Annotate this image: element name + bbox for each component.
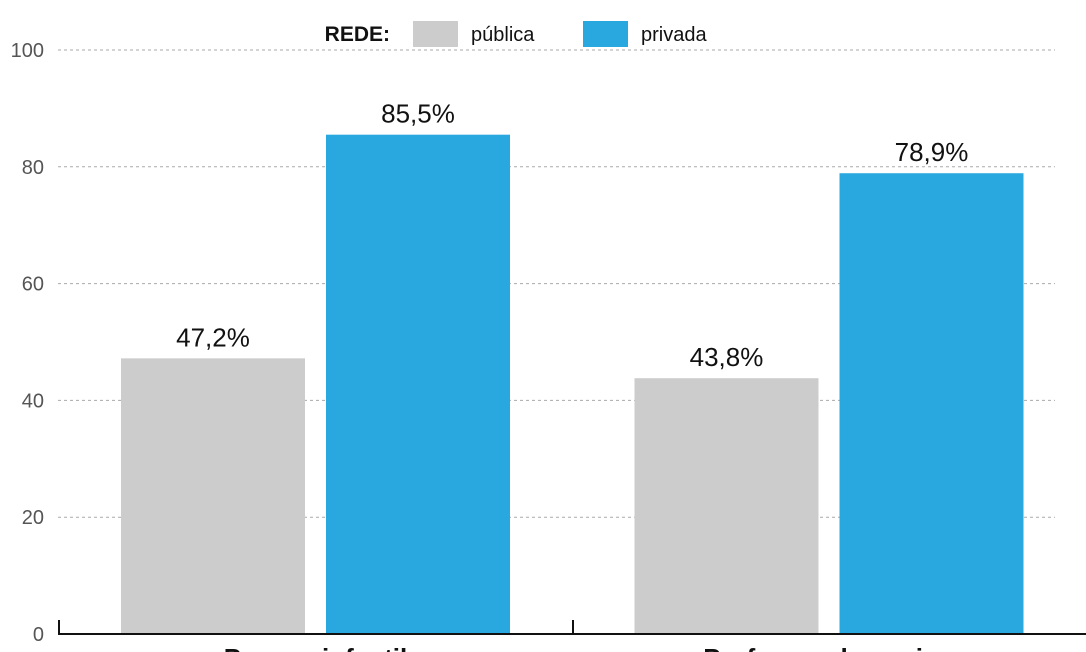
- y-tick-label-60: 60: [22, 274, 44, 296]
- legend-title: REDE:: [325, 23, 390, 46]
- legend-label-privada: privada: [641, 24, 707, 46]
- legend: REDE: pública privada: [325, 21, 707, 47]
- data-label-privada-2: 78,9%: [895, 137, 969, 167]
- bar-pública-2: [634, 378, 819, 634]
- y-tick-label-40: 40: [22, 390, 44, 412]
- bars: [121, 134, 1024, 634]
- bar-privada-1: [326, 134, 510, 634]
- x-axis: [58, 620, 1086, 635]
- y-tick-label-80: 80: [22, 157, 44, 179]
- category-label-1: Pessoa infantil: [224, 643, 408, 652]
- data-labels: 47,2% 85,5% 43,8% 78,9%: [176, 99, 968, 373]
- data-label-privada-1: 85,5%: [381, 99, 455, 129]
- category-labels: Pessoa infantil Professor do ensino: [224, 643, 955, 652]
- y-axis-ticks: 0 20 40 60 80 100: [11, 40, 44, 646]
- legend-label-pública: pública: [471, 24, 535, 46]
- y-tick-label-0: 0: [33, 624, 44, 646]
- y-tick-label-20: 20: [22, 507, 44, 529]
- bar-pública-1: [121, 358, 305, 634]
- category-label-2: Professor do ensino: [703, 643, 954, 652]
- data-label-pública-1: 47,2%: [176, 322, 250, 352]
- legend-swatch-privada: [583, 21, 628, 47]
- bar-privada-2: [839, 173, 1024, 634]
- legend-swatch-pública: [413, 21, 458, 47]
- y-tick-label-100: 100: [11, 40, 44, 62]
- data-label-pública-2: 43,8%: [690, 342, 764, 372]
